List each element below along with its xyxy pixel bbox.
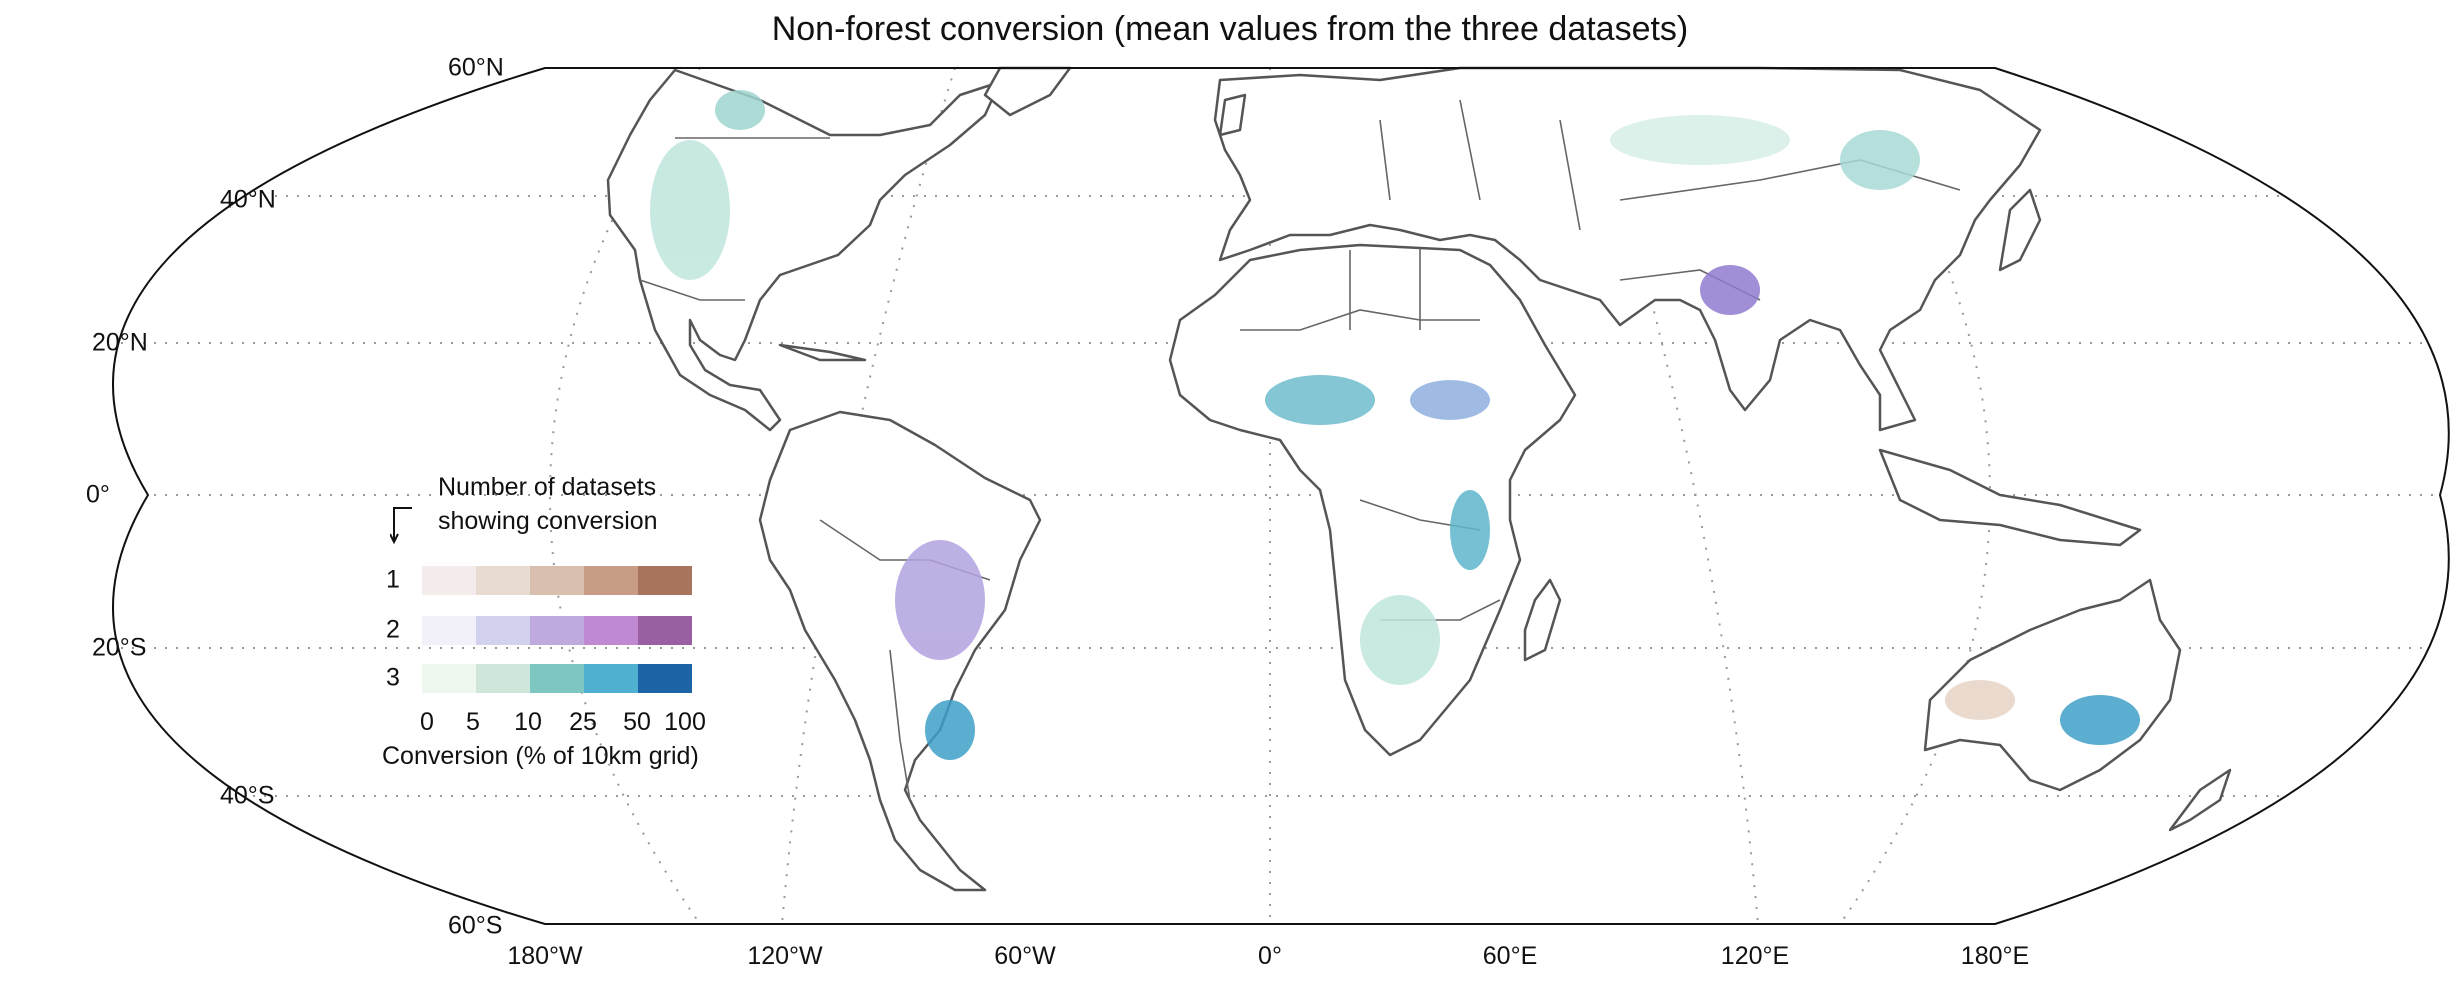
lon-label-0: 0°: [1258, 942, 1282, 970]
lat-label-40s: 40°S: [220, 781, 275, 810]
border-argentina-chile: [889, 649, 911, 801]
patch-sw-australia: [1945, 680, 2015, 720]
lon-label-120e: 120°E: [1720, 942, 1790, 970]
patch-pampas: [925, 700, 975, 760]
conversion-patches: [650, 90, 2140, 760]
south-america: [758, 410, 1042, 892]
map-frame: [112, 67, 2450, 925]
patch-china-north: [1840, 130, 1920, 190]
patch-southern-africa: [1360, 595, 1440, 685]
patch-central-asia: [1610, 115, 1790, 165]
graticule: [112, 68, 2449, 924]
indonesia: [1878, 448, 2142, 547]
lat-label-20s: 20°S: [92, 633, 147, 662]
patch-sahel-east: [1410, 380, 1490, 420]
lon-label-120w: 120°W: [747, 942, 823, 970]
lat-label-60s: 60°S: [448, 911, 503, 940]
patch-india-north: [1700, 265, 1760, 315]
europe-asia: [1213, 66, 2042, 432]
africa: [1168, 243, 1577, 757]
lon-label-60w: 60°W: [994, 942, 1056, 970]
patch-us-plains: [650, 140, 730, 280]
border-north-africa: [1349, 248, 1421, 330]
border-us-mexico: [639, 279, 745, 301]
patch-sahel-west: [1265, 375, 1375, 425]
patch-east-africa: [1450, 490, 1490, 570]
new-zealand: [2168, 768, 2232, 832]
patch-brazil-cerrado: [895, 540, 985, 660]
cuba: [778, 343, 867, 362]
meridian-60e: [1584, 68, 1759, 924]
border-sahel: [1240, 309, 1480, 331]
lat-label-0: 0°: [86, 480, 110, 509]
uk: [1218, 93, 1247, 137]
patch-se-australia: [2060, 695, 2140, 745]
lat-label-60n: 60°N: [448, 53, 504, 82]
lat-label-40n: 40°N: [220, 185, 276, 214]
lon-label-180e: 180°E: [1960, 942, 2030, 970]
border-europe: [1379, 99, 1581, 231]
patch-canada-prairie: [715, 90, 765, 130]
madagascar: [1523, 578, 1562, 662]
lon-label-180w: 180°W: [507, 942, 583, 970]
map-title: Non-forest conversion (mean values from …: [771, 10, 1689, 48]
japan: [1998, 188, 2042, 272]
lat-label-20n: 20°N: [92, 328, 148, 357]
greenland: [983, 66, 1072, 117]
lon-label-60e: 60°E: [1482, 942, 1538, 970]
continents: [606, 66, 2232, 892]
